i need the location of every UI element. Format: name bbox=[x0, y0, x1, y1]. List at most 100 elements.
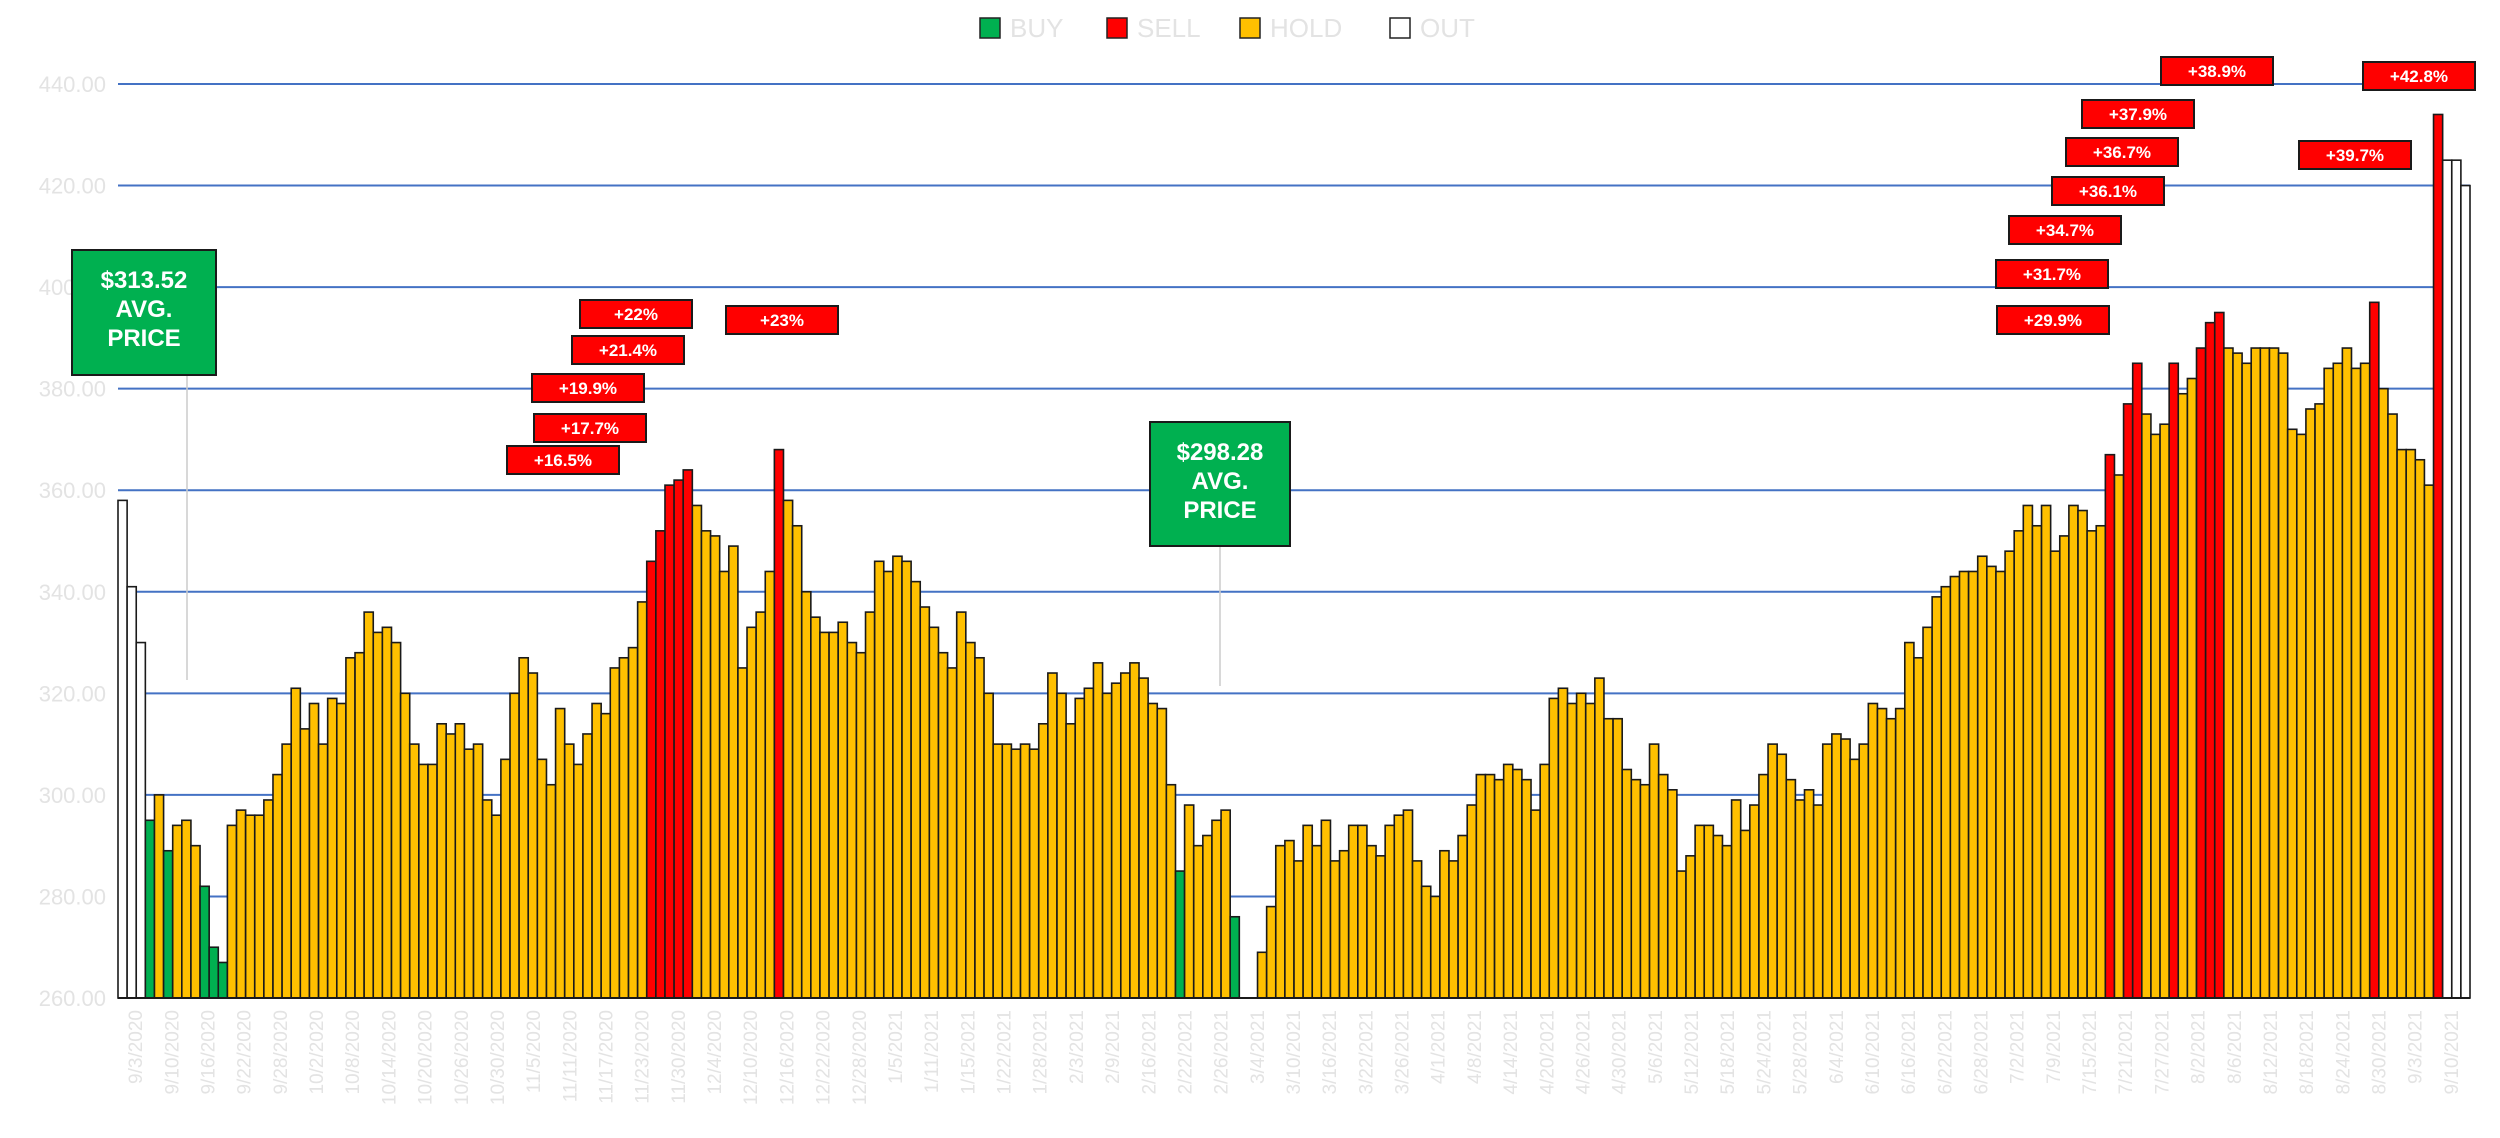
x-tick-label: 10/30/2020 bbox=[488, 1010, 509, 1105]
bar-hold bbox=[1448, 860, 1459, 999]
bar-out bbox=[2441, 159, 2453, 999]
bar-hold bbox=[454, 722, 466, 999]
bar-hold bbox=[445, 733, 457, 999]
bar-hold bbox=[2022, 504, 2034, 999]
bar-hold bbox=[1612, 717, 1623, 999]
x-tick-label: 9/10/2021 bbox=[2442, 1010, 2463, 1095]
avg-price-label: PRICE bbox=[1183, 497, 1256, 524]
bar-out bbox=[135, 641, 147, 999]
annotations: +16.5% +17.7% +19.9% +21.4% +22% +23% +29.9% +3… bbox=[71, 56, 2476, 686]
bar-hold bbox=[1293, 860, 1304, 999]
bar-hold bbox=[928, 626, 940, 999]
bar-hold bbox=[290, 687, 302, 999]
sell-annotation-box bbox=[571, 335, 685, 365]
bar-buy bbox=[162, 849, 174, 999]
bar-hold bbox=[2095, 524, 2107, 999]
bar-hold bbox=[1320, 819, 1332, 999]
bar-hold bbox=[1584, 702, 1596, 999]
x-tick-label: 12/10/2020 bbox=[741, 1010, 762, 1105]
x-tick-label: 6/10/2021 bbox=[1863, 1010, 1884, 1095]
bar-hold bbox=[345, 656, 356, 999]
sell-annotation-label: +16.5% bbox=[534, 451, 592, 470]
bar-hold bbox=[1557, 687, 1569, 999]
bar-hold bbox=[2268, 347, 2280, 999]
bar-sell bbox=[664, 484, 675, 999]
sell-annotation-label: +34.7% bbox=[2036, 221, 2094, 240]
bar-hold bbox=[718, 570, 730, 999]
bar-hold bbox=[1730, 799, 1742, 999]
bar-hold bbox=[1429, 895, 1441, 999]
x-tick-label: 7/21/2021 bbox=[2116, 1010, 2137, 1095]
bar-hold bbox=[518, 656, 530, 999]
bar-hold bbox=[810, 616, 821, 999]
x-tick-label: 2/9/2021 bbox=[1103, 1010, 1124, 1084]
bar-hold bbox=[1375, 855, 1386, 999]
sell-annotation-box bbox=[2298, 140, 2412, 170]
bar-hold bbox=[864, 611, 876, 999]
bar-hold bbox=[1092, 662, 1104, 999]
bar-sell bbox=[773, 448, 785, 999]
sell-annotation-label: +17.7% bbox=[561, 419, 619, 438]
bar-hold bbox=[1302, 824, 1314, 999]
bar-hold bbox=[1420, 885, 1432, 999]
bar-hold bbox=[1019, 743, 1031, 999]
bar-hold bbox=[1986, 565, 1997, 999]
bar-hold bbox=[372, 631, 384, 999]
bar-hold bbox=[1803, 789, 1815, 999]
bar-hold bbox=[1821, 743, 1833, 999]
sell-annotation-label: +31.7% bbox=[2023, 265, 2081, 284]
bar-hold bbox=[2049, 550, 2061, 999]
legend: BUY SELL HOLD OUT bbox=[979, 13, 1475, 43]
bar-hold bbox=[1357, 824, 1368, 999]
bar-hold bbox=[1220, 809, 1231, 999]
bar-hold bbox=[1739, 829, 1751, 999]
x-tick-label: 1/22/2021 bbox=[995, 1010, 1016, 1095]
bar-hold bbox=[399, 692, 411, 999]
bar-hold bbox=[636, 601, 648, 999]
bar-hold bbox=[1074, 697, 1086, 999]
bar-hold bbox=[1767, 743, 1778, 999]
bar-hold bbox=[253, 814, 265, 999]
bar-sell bbox=[2213, 311, 2225, 999]
bar-hold bbox=[509, 692, 520, 999]
bar-hold bbox=[1411, 860, 1423, 999]
y-tick-label: 380.00 bbox=[39, 377, 106, 402]
x-tick-label: 1/11/2021 bbox=[922, 1010, 943, 1093]
bar-hold bbox=[2031, 524, 2043, 999]
bar-buy bbox=[1229, 915, 1241, 999]
bar-hold bbox=[755, 611, 767, 999]
x-tick-label: 5/12/2021 bbox=[1682, 1010, 1703, 1095]
x-tick-label: 10/26/2020 bbox=[452, 1010, 473, 1105]
bar-hold bbox=[2077, 509, 2088, 999]
bar-hold bbox=[709, 535, 721, 999]
bar-hold bbox=[1010, 748, 1022, 999]
bar-hold bbox=[2232, 352, 2243, 999]
bar-hold bbox=[326, 697, 338, 999]
bar-hold bbox=[1083, 687, 1095, 999]
bar-hold bbox=[1156, 707, 1168, 999]
bar-hold bbox=[1138, 677, 1149, 999]
x-tick-label: 1/28/2021 bbox=[1031, 1010, 1052, 1095]
bar-hold bbox=[1849, 758, 1861, 999]
bar-hold bbox=[2241, 362, 2253, 999]
bar-buy bbox=[199, 885, 210, 999]
bar-hold bbox=[837, 621, 849, 999]
x-tick-label: 9/3/2020 bbox=[126, 1010, 147, 1084]
x-tick-label: 1/5/2021 bbox=[886, 1010, 907, 1084]
x-tick-label: 4/1/2021 bbox=[1429, 1010, 1450, 1084]
bar-hold bbox=[1384, 824, 1396, 999]
bar-hold bbox=[983, 692, 994, 999]
x-tick-label: 6/22/2021 bbox=[1935, 1010, 1956, 1095]
bar-hold bbox=[490, 814, 502, 999]
avg-price-label: PRICE bbox=[107, 325, 180, 352]
x-tick-label: 4/30/2021 bbox=[1610, 1010, 1631, 1095]
bar-hold bbox=[263, 799, 274, 999]
bar-hold bbox=[901, 560, 912, 999]
bar-hold bbox=[1995, 570, 2006, 999]
bar-hold bbox=[2250, 347, 2262, 999]
bar-sell bbox=[2368, 301, 2380, 999]
bar-hold bbox=[1475, 773, 1487, 999]
bar-hold bbox=[1694, 824, 1706, 999]
bar-hold bbox=[974, 656, 985, 999]
x-axis-ticks: 9/3/2020 9/10/2020 9/16/2020 9/22/2020 9/28/… bbox=[126, 1010, 2463, 1105]
